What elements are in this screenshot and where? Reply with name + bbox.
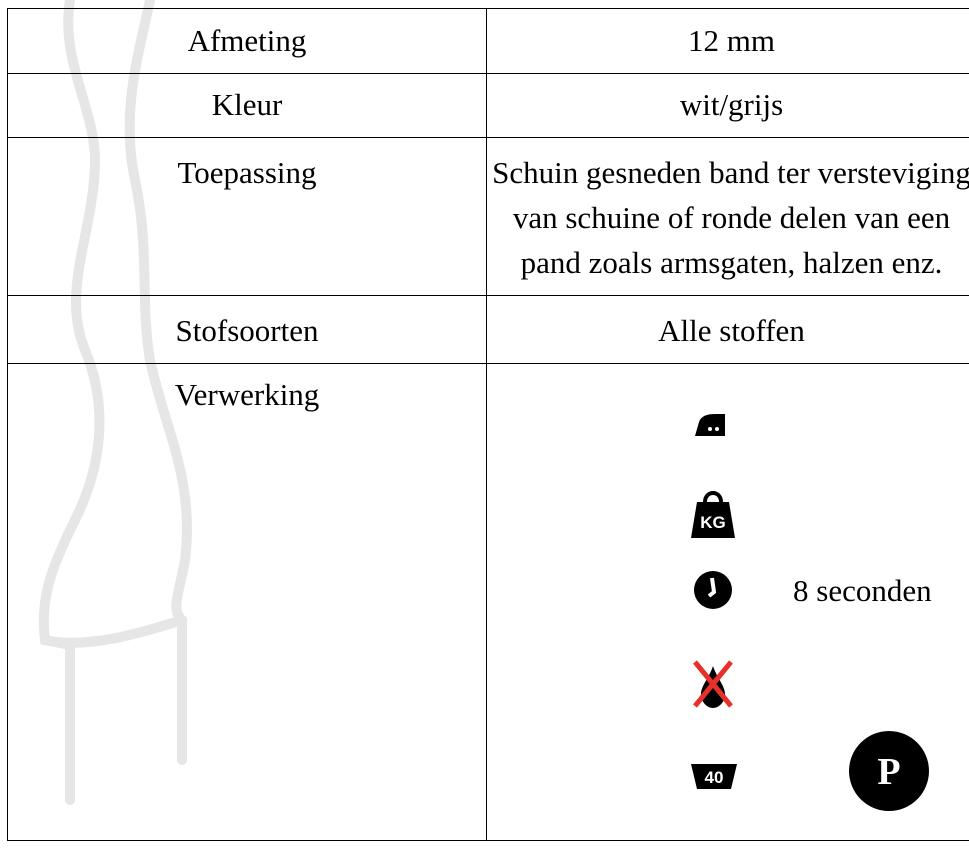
time-text: 8 seconden	[793, 573, 932, 608]
row: Toepassing Schuin gesneden band ter vers…	[7, 137, 969, 296]
label-cell: Stofsoorten	[7, 295, 487, 364]
row: Stofsoorten Alle stoffen	[7, 295, 969, 364]
label-cell: Toepassing	[7, 137, 487, 296]
press-icon: P	[849, 731, 929, 811]
no-steam-icon	[693, 660, 733, 708]
weight-icon: KG	[691, 491, 735, 538]
value-cell: Schuin gesneden band ter versteviging va…	[486, 137, 969, 296]
spec-table: Afmeting 12 mm Kleur wit/grijs Toepassin…	[7, 8, 969, 841]
press-label: P	[877, 751, 900, 793]
row: Kleur wit/grijs	[7, 73, 969, 138]
value-cell: wit/grijs	[486, 73, 969, 138]
wash-label: 40	[705, 768, 724, 787]
value-cell: 12 mm	[486, 8, 969, 74]
icons: KG 8 seconden 40 P	[487, 364, 969, 822]
icons-cell: KG 8 seconden 40 P	[486, 363, 969, 841]
wash-icon: 40	[691, 764, 737, 789]
value-cell: Alle stoffen	[486, 295, 969, 364]
label-cell: Verwerking	[7, 363, 487, 841]
iron-icon	[695, 414, 725, 436]
weight-label: KG	[700, 513, 726, 532]
row: Afmeting 12 mm	[7, 8, 969, 74]
row: Verwerking KG 8 seconden	[7, 363, 969, 841]
label-cell: Kleur	[7, 73, 487, 138]
label-cell: Afmeting	[7, 8, 487, 74]
clock-icon	[694, 571, 732, 609]
